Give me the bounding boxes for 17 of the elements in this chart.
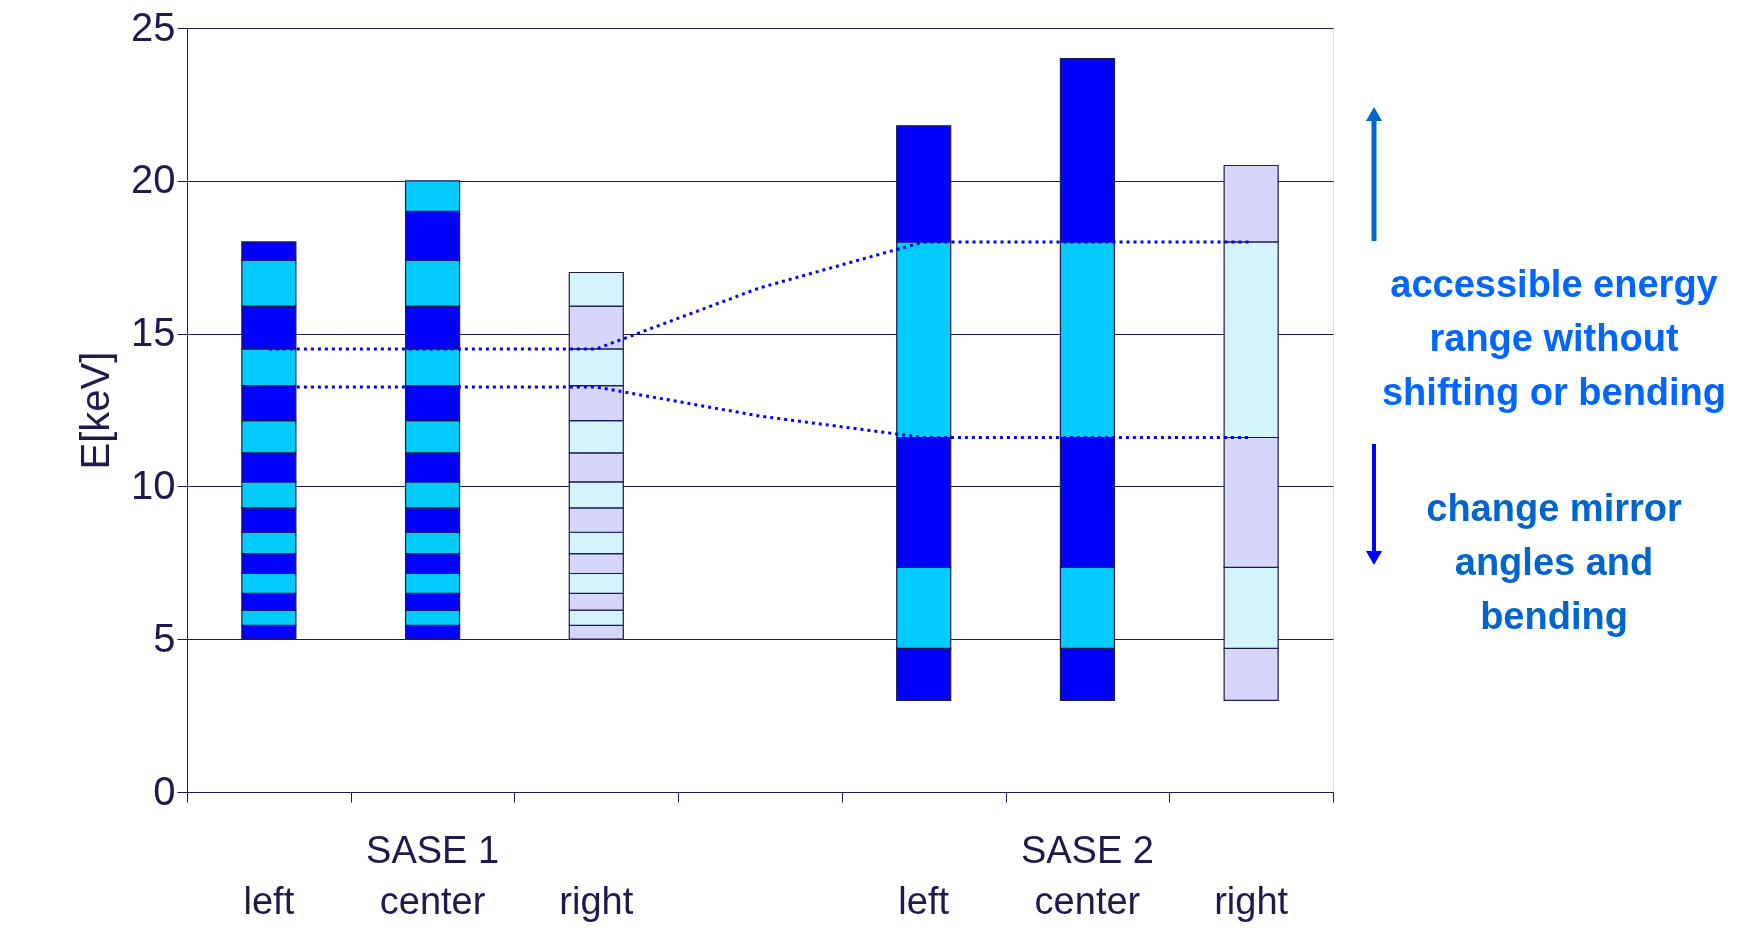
text: change mirror angles and bending: [1426, 487, 1682, 637]
y-tick-label: 0: [153, 768, 176, 813]
text: SASE 2: [1020, 829, 1154, 871]
x-tick-label: center: [379, 880, 486, 922]
text: SASE 1: [366, 829, 500, 871]
x-tick-label: left: [243, 880, 295, 922]
x-tick-label: right: [1214, 880, 1289, 922]
y-tick-label: 25: [131, 4, 176, 49]
text: accessible energy range without shifting or bending: [1381, 263, 1727, 413]
y-axis-title: E[keV]: [73, 351, 118, 470]
y-tick-label: 20: [131, 157, 176, 202]
x-tick-label: center: [1034, 880, 1141, 922]
x-tick-label: left: [898, 880, 950, 922]
x-tick-label: right: [559, 880, 634, 922]
y-tick-label: 5: [153, 615, 176, 660]
y-tick-label: 10: [131, 462, 176, 507]
y-tick-label: 15: [131, 310, 176, 355]
